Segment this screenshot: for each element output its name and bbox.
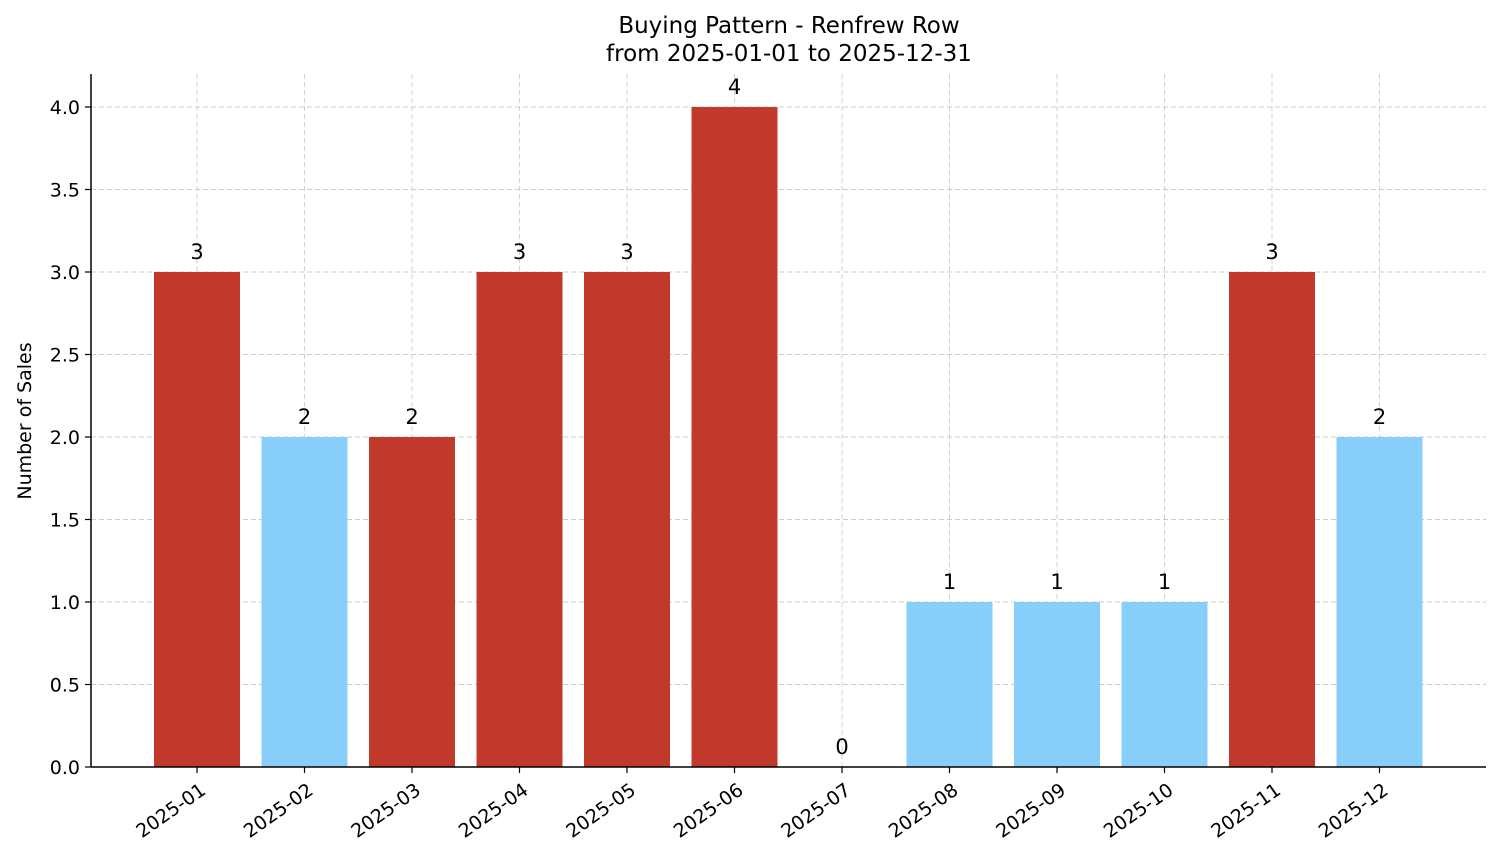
data-label-2025-03: 2 <box>405 405 418 429</box>
y-tick-label: 2.5 <box>50 345 80 367</box>
x-tick-label: 2025-03 <box>347 779 425 843</box>
x-tick-label: 2025-01 <box>132 779 210 843</box>
bar-2025-03 <box>369 437 455 767</box>
bar-2025-11 <box>1229 272 1315 767</box>
chart-subtitle: from 2025-01-01 to 2025-12-31 <box>606 41 972 67</box>
x-tick-label: 2025-12 <box>1315 779 1393 843</box>
bar-2025-02 <box>261 437 348 767</box>
data-labels-layer: 3 2 2 3 3 4 0 1 1 1 3 2 <box>190 75 1386 759</box>
bar-2025-06 <box>691 107 778 767</box>
x-tick-label: 2025-05 <box>562 779 640 843</box>
y-tick-label: 3.5 <box>50 180 80 202</box>
bar-2025-08 <box>906 602 993 767</box>
y-tick-label: 4.0 <box>50 97 80 119</box>
x-tick-label: 2025-07 <box>777 779 855 843</box>
bar-2025-10 <box>1121 602 1208 767</box>
y-tick-label: 3.0 <box>50 262 80 284</box>
x-tick-label: 2025-02 <box>240 779 318 843</box>
data-label-2025-09: 1 <box>1050 570 1063 594</box>
bar-2025-05 <box>584 272 670 767</box>
y-tick-label: 1.5 <box>50 510 80 532</box>
data-label-2025-07: 0 <box>835 735 848 759</box>
y-axis-label: Number of Sales <box>14 342 36 499</box>
bar-2025-09 <box>1014 602 1100 767</box>
x-tick-label: 2025-06 <box>670 779 748 843</box>
x-tick-label: 2025-10 <box>1100 779 1178 843</box>
data-label-2025-10: 1 <box>1158 570 1171 594</box>
data-label-2025-04: 3 <box>513 240 526 264</box>
data-label-2025-01: 3 <box>190 240 203 264</box>
bar-2025-12 <box>1336 437 1423 767</box>
y-tick-label: 0.0 <box>50 757 80 779</box>
data-label-2025-12: 2 <box>1373 405 1386 429</box>
data-label-2025-05: 3 <box>620 240 633 264</box>
x-tick-label: 2025-11 <box>1207 779 1285 843</box>
bars-layer <box>154 107 1423 767</box>
data-label-2025-02: 2 <box>298 405 311 429</box>
x-tick-label: 2025-09 <box>992 779 1070 843</box>
data-label-2025-11: 3 <box>1265 240 1278 264</box>
x-tick-label: 2025-04 <box>455 779 533 843</box>
chart-title: Buying Pattern - Renfrew Row <box>618 13 959 39</box>
y-tick-label: 1.0 <box>50 592 80 614</box>
data-label-2025-06: 4 <box>728 75 741 99</box>
y-tick-label: 0.5 <box>50 675 80 697</box>
y-tick-label: 2.0 <box>50 427 80 449</box>
bar-2025-01 <box>154 272 240 767</box>
data-label-2025-08: 1 <box>943 570 956 594</box>
bar-2025-04 <box>476 272 563 767</box>
x-tick-label: 2025-08 <box>885 779 963 843</box>
